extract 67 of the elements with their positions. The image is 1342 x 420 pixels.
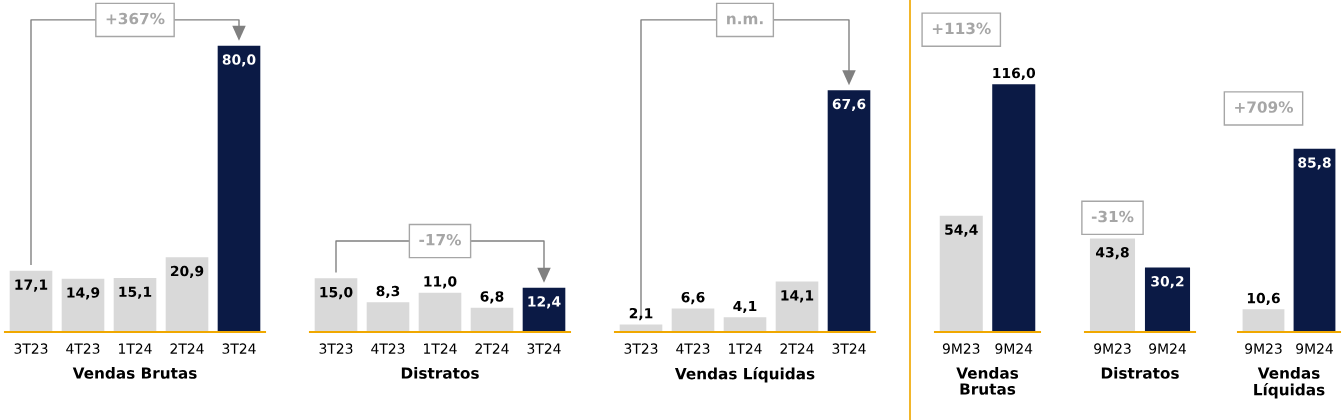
data-label: 80,0 [222,54,256,67]
x-tick-label: 4T23 [371,343,405,354]
text: Vendas Brutas [72,367,197,379]
x-tick-label: 1T24 [119,343,152,354]
data-label: 14,9 [67,287,100,300]
x-tick-label: 3T24 [832,343,866,354]
x-tick-label: 1T24 [424,343,457,354]
bar [470,307,514,332]
text: +367% [106,12,165,25]
x-tick-label: 9M24 [1149,343,1186,354]
x-tick-label: 9M23 [1094,343,1131,354]
text: Vendas Líquidas [1254,367,1325,399]
x-tick-label: 2T24 [780,343,814,354]
data-label: 20,9 [170,265,204,279]
data-label: 54,4 [945,224,978,237]
data-label: 15,0 [320,286,353,300]
bar [165,257,209,332]
data-label: 17,1 [15,279,48,292]
x-tick-label: 3T23 [14,343,48,354]
text: Vendas Brutas [956,367,1019,395]
text: Distratos [401,367,479,379]
x-tick-label: 3T24 [222,343,256,354]
data-label: 10,6 [1247,292,1280,306]
data-label: 11,0 [424,276,457,289]
x-tick-label: 3T24 [527,343,561,354]
bar [9,270,53,332]
x-tick-label: 9M23 [1245,343,1282,354]
data-label: 30,2 [1151,276,1184,289]
data-label: 6,8 [480,291,504,304]
text: Vendas Líquidas [674,367,815,383]
data-label: 116,0 [993,67,1036,80]
bar [314,278,358,332]
x-tick-label: 9M23 [942,343,980,354]
x-tick-label: 2T24 [475,343,509,354]
x-tick-label: 3T23 [624,343,658,354]
data-label: 2,1 [629,307,653,321]
data-label: 85,8 [1298,157,1331,170]
data-label: 8,3 [376,285,400,299]
data-label: 14,1 [781,290,814,303]
text: +709% [1235,101,1294,113]
x-tick-label: 1T24 [729,343,762,354]
bar [366,302,410,332]
x-tick-label: 4T23 [676,343,710,354]
text: +113% [932,22,991,35]
x-tick-label: 9M24 [995,343,1033,354]
bar [113,277,157,332]
text: -17% [419,233,461,246]
bar [418,292,462,332]
text: Distratos [1101,367,1179,379]
x-tick-label: 9M24 [1296,343,1333,354]
bar [671,308,715,332]
data-label: 12,4 [528,296,561,309]
x-tick-label: 3T23 [319,343,353,354]
data-label: 6,6 [681,291,705,305]
data-label: 67,6 [832,98,866,111]
data-label: 4,1 [733,301,757,314]
data-label: 15,1 [119,286,152,299]
data-label: 43,8 [1095,246,1129,260]
x-tick-label: 4T23 [66,343,100,354]
bar [827,90,871,332]
bar [217,45,261,332]
text: -31% [1091,210,1134,223]
bar [723,317,767,332]
bar [619,324,663,332]
x-tick-label: 2T24 [170,343,204,354]
text: n.m. [727,15,763,25]
bar [775,281,819,332]
